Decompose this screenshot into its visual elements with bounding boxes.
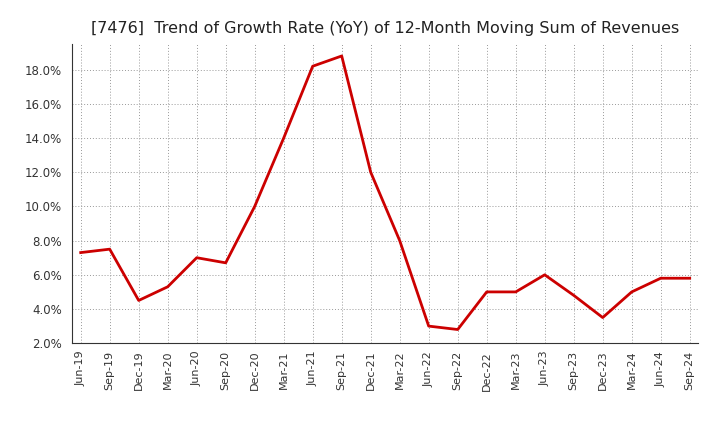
Title: [7476]  Trend of Growth Rate (YoY) of 12-Month Moving Sum of Revenues: [7476] Trend of Growth Rate (YoY) of 12-… — [91, 21, 680, 36]
